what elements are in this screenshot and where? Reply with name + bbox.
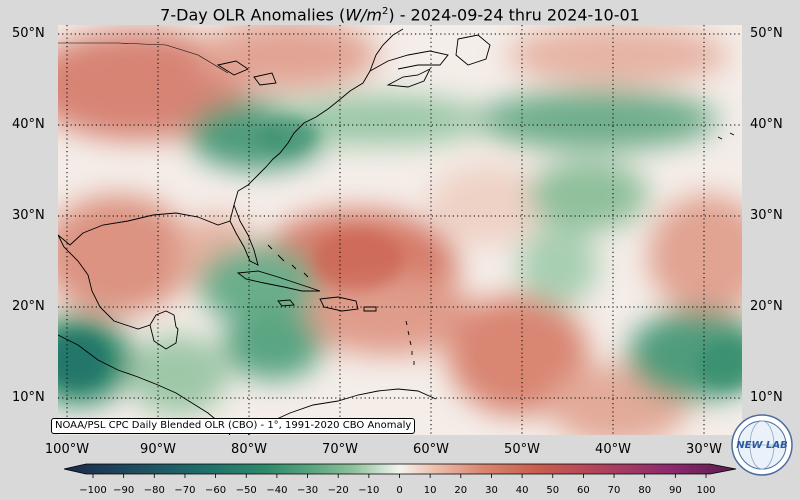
colorbar-tick-label: 50 <box>546 485 559 496</box>
logo-text: NEW LAB <box>736 440 787 451</box>
lon-label-40w: 40°W <box>595 442 631 457</box>
colorbar-tick-label: −10 <box>358 485 379 496</box>
colorbar-tick-label: −30 <box>297 485 318 496</box>
nova-scotia <box>386 67 432 88</box>
lat-label-right-30: 30°N <box>750 208 783 223</box>
colorbar-tick-label: 100 <box>696 485 715 496</box>
colorbar-tick-label: −70 <box>174 485 195 496</box>
lab-logo-globe: NEW LAB <box>731 414 793 476</box>
lon-label-70w: 70°W <box>322 442 358 457</box>
central-america-coast <box>58 334 231 435</box>
puerto-rico <box>363 306 377 312</box>
bahamas <box>267 244 309 278</box>
lon-label-30w: 30°W <box>686 442 722 457</box>
colorbar-tick-label: 40 <box>516 485 529 496</box>
lon-label-80w: 80°W <box>231 442 267 457</box>
hispaniola <box>319 296 359 312</box>
olr-anomaly-map <box>58 25 742 435</box>
lon-label-100w: 100°W <box>44 442 90 457</box>
colorbar-tick-label: −40 <box>266 485 287 496</box>
colorbar-ticks: −100 −90 −80 −70 −60 −50 −40 −30 −20 −10 0 10 20 30 40… <box>79 474 716 496</box>
north-america-coast <box>58 28 404 246</box>
colorbar-tick-label: −50 <box>236 485 257 496</box>
lat-label-left-40: 40°N <box>12 117 45 132</box>
colorbar-tick-label: −80 <box>144 485 165 496</box>
lat-label-right-40: 40°N <box>750 117 783 132</box>
colorbar-tick-label: −60 <box>205 485 226 496</box>
colorbar-tick-label: −90 <box>113 485 134 496</box>
colorbar-tick-label: 20 <box>454 485 467 496</box>
colorbar-tick-label: −100 <box>79 485 106 496</box>
colorbar-tick-label: 10 <box>424 485 437 496</box>
lat-label-left-10: 10°N <box>12 390 45 405</box>
lesser-antilles <box>405 320 415 365</box>
lat-label-right-20: 20°N <box>750 299 783 314</box>
source-note: NOAA/PSL CPC Daily Blended OLR (CBO) - 1… <box>51 418 416 434</box>
newfoundland <box>455 34 491 66</box>
florida-coast <box>229 204 259 266</box>
azores <box>717 132 735 140</box>
us-mexico-border <box>58 42 229 74</box>
colorbar: −100 −90 −80 −70 −60 −50 −40 −30 −20 −10 0 10 20 30 40… <box>63 463 737 496</box>
colorbar-tick-label: 30 <box>485 485 498 496</box>
colorbar-tick-label: 0 <box>396 485 402 496</box>
gridlines <box>58 25 742 435</box>
colorbar-ramp <box>63 463 737 475</box>
colorbar-tick-label: −20 <box>328 485 349 496</box>
gulf-st-lawrence <box>369 50 449 72</box>
colorbar-tick-label: 70 <box>608 485 621 496</box>
lat-label-right-10: 10°N <box>750 390 783 405</box>
map-title: 7-Day OLR Anomalies (W/m2) - 2024-09-24 … <box>160 5 640 25</box>
jamaica <box>277 299 295 307</box>
great-lakes <box>216 60 277 86</box>
map-canvas <box>58 25 742 435</box>
lon-label-50w: 50°W <box>504 442 540 457</box>
lat-label-right-50: 50°N <box>750 26 783 41</box>
colorbar-tick-label: 60 <box>577 485 590 496</box>
lat-label-left-20: 20°N <box>12 299 45 314</box>
gulf-mexico-coast <box>58 234 177 330</box>
colorbar-tick-label: 80 <box>638 485 651 496</box>
lon-label-60w: 60°W <box>413 442 449 457</box>
yucatan-coast <box>149 324 179 350</box>
cuba <box>236 270 321 292</box>
lat-label-left-50: 50°N <box>12 26 45 41</box>
colorbar-tick-label: 90 <box>669 485 682 496</box>
lat-label-left-30: 30°N <box>12 208 45 223</box>
lon-label-90w: 90°W <box>140 442 176 457</box>
